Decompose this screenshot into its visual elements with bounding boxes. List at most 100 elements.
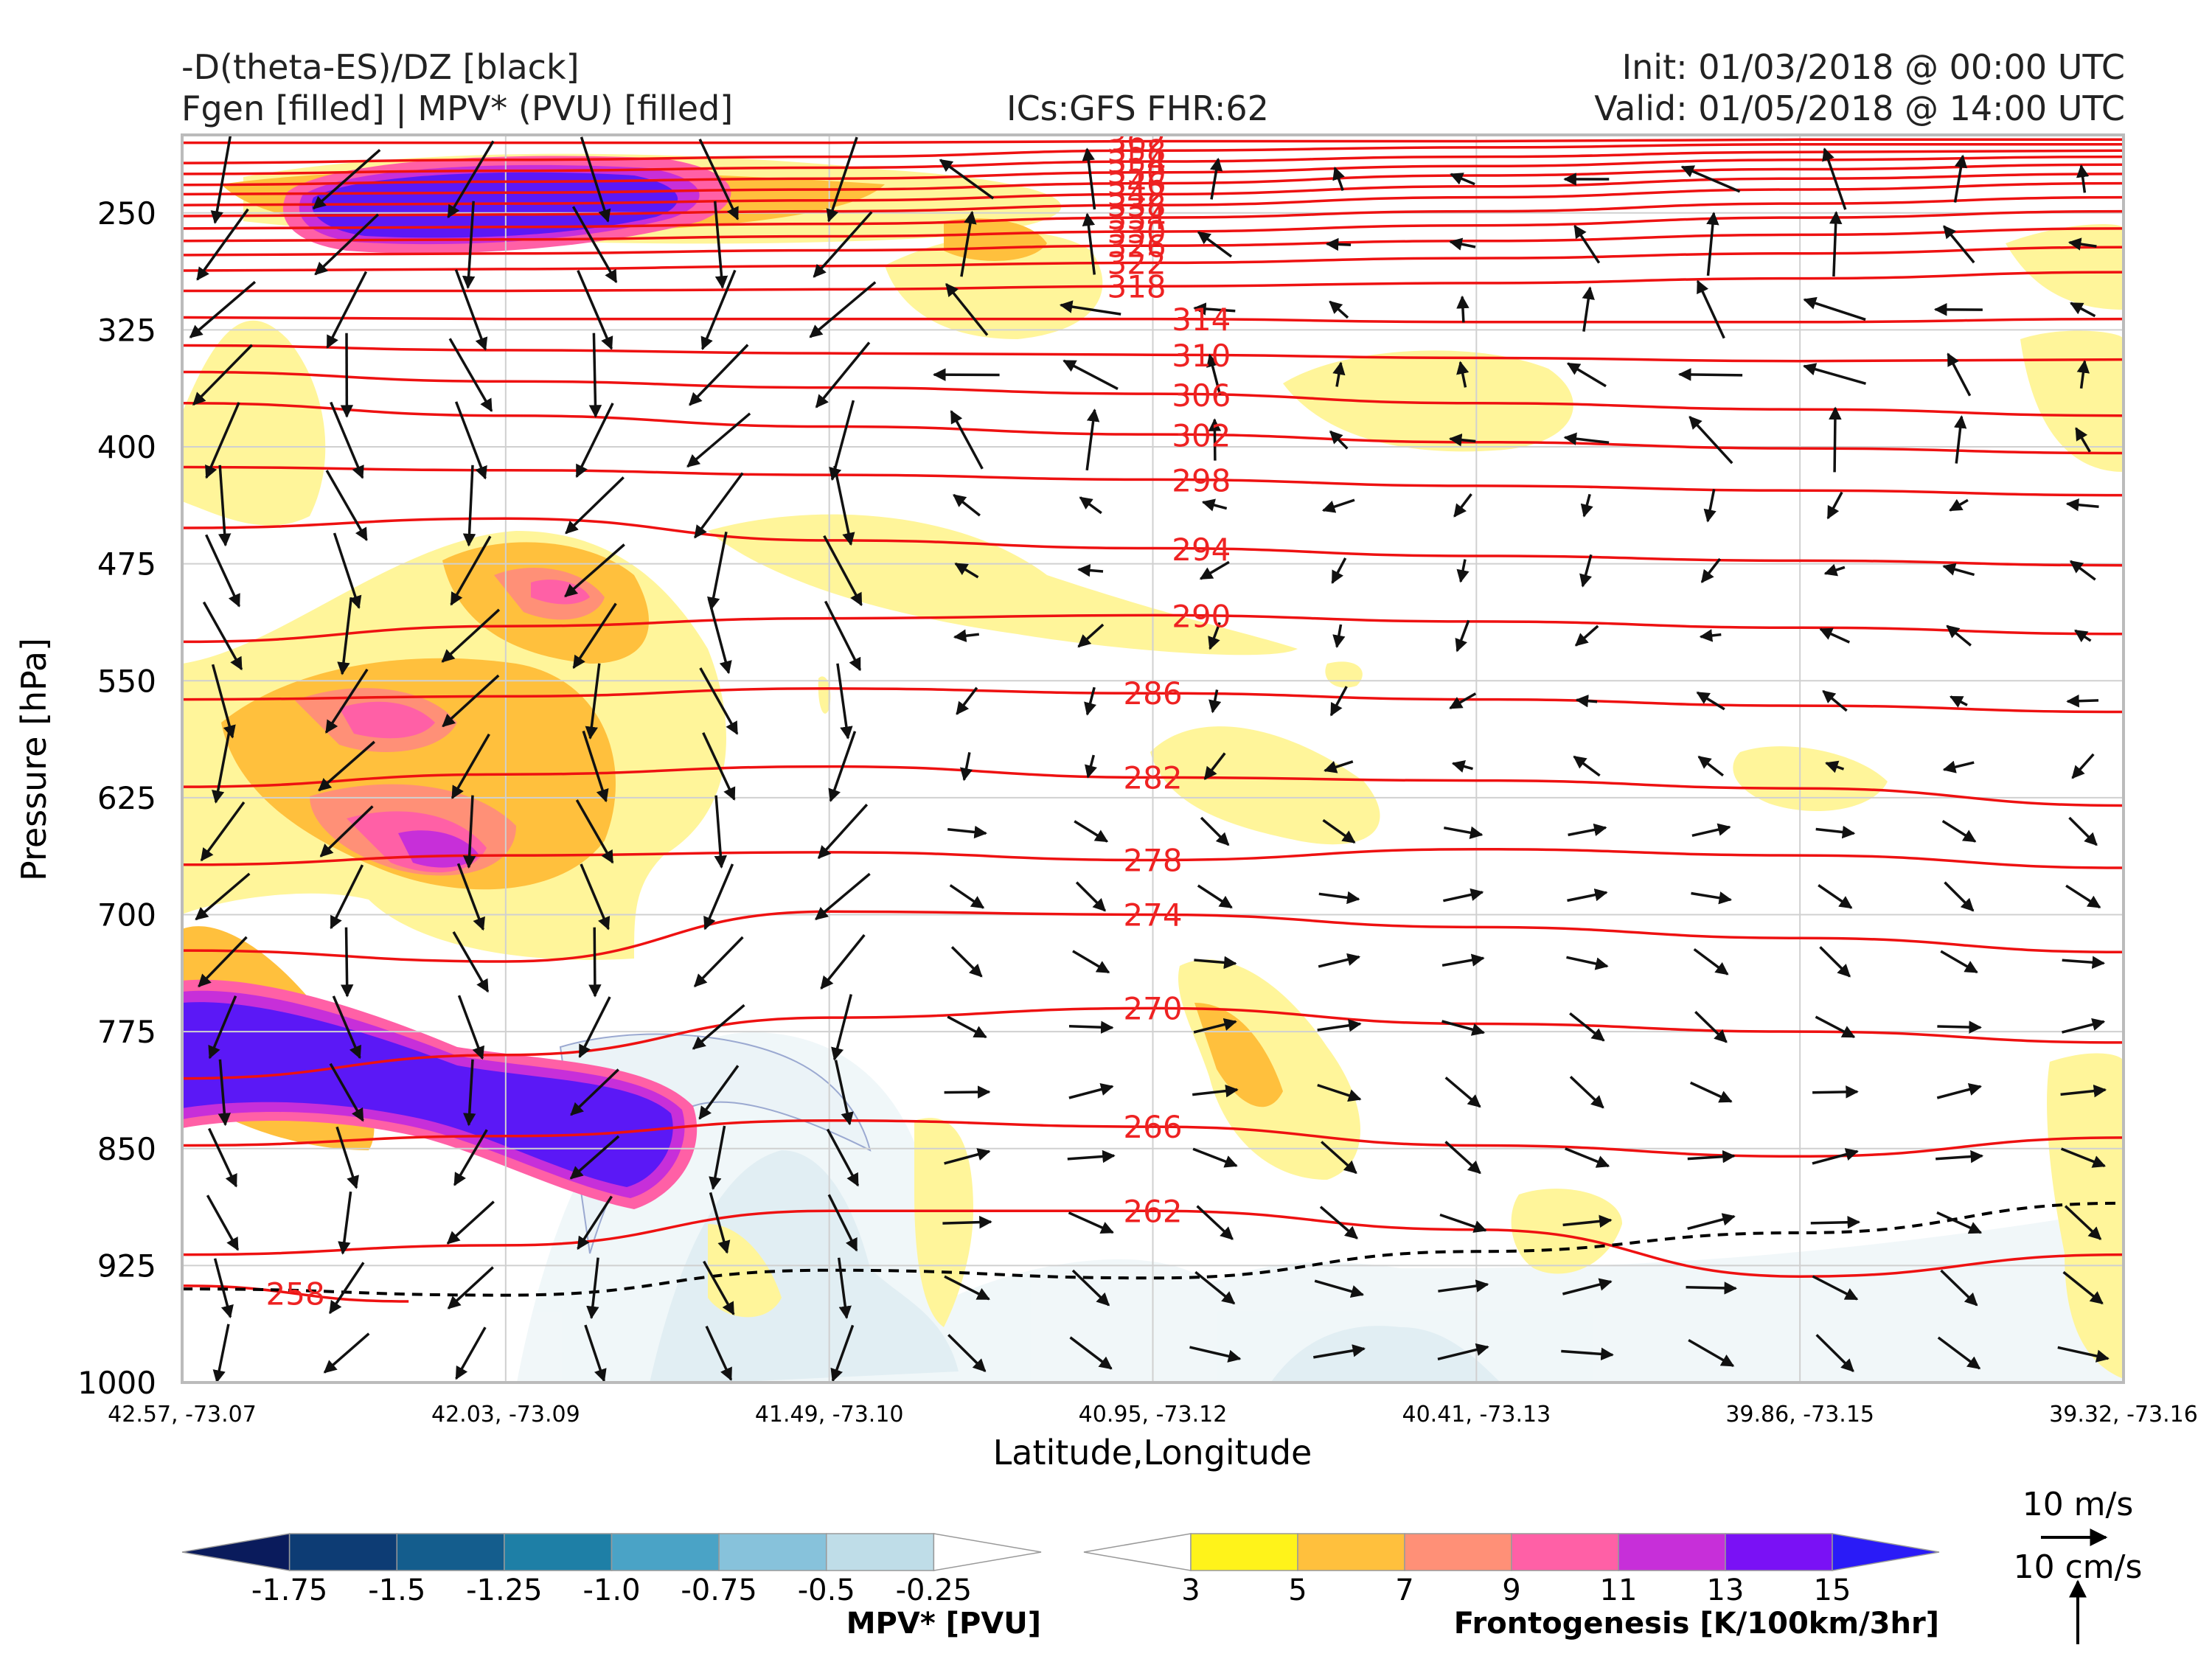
theta-contour: [182, 142, 2124, 164]
wind-vector: [1803, 296, 1866, 321]
zero-stability-line: [182, 1201, 2124, 1297]
wind-vector: [1688, 416, 1733, 465]
wind-vector: [196, 208, 249, 281]
colorbar-swatch: [1618, 1533, 1726, 1571]
wind-vector: [947, 1334, 987, 1372]
theta-contour-label: 358: [1107, 133, 1166, 170]
wind-vector: [1199, 560, 1230, 580]
wind-vector: [2062, 1270, 2104, 1305]
vector-legend: 10 m/s 10 cm/s: [2014, 1486, 2142, 1644]
theta-contour: [182, 402, 2124, 455]
wind-vector: [1822, 689, 1848, 712]
wind-vector: [689, 344, 749, 406]
wind-vector: [1208, 622, 1221, 650]
wind-vector: [1071, 1269, 1110, 1307]
wind-vector: [1812, 1085, 1859, 1099]
wind-vector: [693, 936, 744, 987]
wind-vector: [570, 1068, 619, 1116]
theta-contour: [182, 138, 2124, 145]
x-tick-label: 39.86, -73.15: [1725, 1402, 1874, 1427]
y-tick-label: 775: [97, 1014, 156, 1050]
theta-contour-label: 302: [1172, 418, 1231, 454]
wind-vector: [1077, 563, 1104, 577]
wind-vector: [1208, 418, 1222, 461]
wind-vector: [1829, 211, 1843, 277]
wind-vector: [441, 608, 501, 663]
y-tick-label: 1000: [77, 1365, 156, 1401]
wind-vector: [2064, 1205, 2102, 1240]
wind-vector: [1321, 498, 1355, 513]
wind-vector: [1450, 173, 1475, 186]
colorbar-swatch: [181, 1533, 291, 1571]
wind-vector: [703, 1260, 735, 1315]
colorbar-swatch: [504, 1533, 613, 1571]
wind-vector: [1193, 1018, 1237, 1034]
wind-vector: [1574, 625, 1599, 647]
wind-vector: [1691, 823, 1731, 838]
wind-vector: [312, 148, 381, 210]
wind-vector: [1192, 1084, 1239, 1098]
wind-vector: [588, 333, 602, 418]
wind-vector: [1200, 816, 1230, 846]
wind-vector: [1936, 1211, 1983, 1234]
colorbar-tick-label: 5: [1288, 1573, 1307, 1607]
theta-contour: [182, 227, 2124, 257]
x-tick-label: 41.49, -73.10: [755, 1402, 904, 1427]
wind-vector: [817, 804, 869, 859]
wind-vector: [1566, 362, 1607, 388]
mpv-colorbar: -1.75 -1.5 -1.25 -1.0 -0.75 -0.5 -0.25: [181, 1533, 1042, 1607]
wind-vector: [939, 159, 995, 200]
wind-vector: [705, 1325, 733, 1381]
wind-vector: [1563, 432, 1610, 445]
wind-vector: [837, 1257, 852, 1320]
theta-contour: [182, 155, 2124, 187]
theta-es-contours: [182, 138, 2124, 1303]
wind-vector: [707, 598, 732, 675]
wind-vector: [836, 663, 853, 740]
colorbar-swatch: [1083, 1533, 1192, 1571]
wind-vector: [827, 1194, 858, 1252]
wind-vector: [318, 740, 375, 792]
wind-vector: [564, 543, 625, 598]
wind-vector: [2065, 884, 2101, 909]
wind-vector: [453, 1129, 488, 1186]
colorbar-swatch: [826, 1533, 935, 1571]
theta-contour-label: 334: [1107, 201, 1166, 237]
wind-vector: [325, 470, 368, 541]
title-line-1: -D(theta-ES)/DZ [black]: [181, 47, 580, 87]
wind-vector: [1803, 363, 1866, 385]
wind-vector: [686, 412, 751, 468]
wind-vector: [1438, 1279, 1489, 1293]
wind-vector: [333, 532, 362, 609]
colorbar-tick-label: 9: [1502, 1573, 1520, 1607]
wind-vector: [462, 795, 476, 869]
theta-contour: [182, 195, 2124, 230]
wind-vector: [1946, 625, 1972, 647]
y-tick-label: 475: [97, 546, 156, 582]
wind-vector: [2076, 360, 2090, 389]
fgen-colorbar: 3 5 7 9 11 13 15: [1083, 1533, 1940, 1607]
colorbar-swatch: [1404, 1533, 1512, 1571]
wind-vector: [1815, 1015, 1856, 1038]
colorbar-tick-label: 13: [1707, 1573, 1745, 1607]
wind-vector: [1077, 623, 1105, 648]
wind-vector: [330, 864, 364, 930]
theta-contour: [182, 765, 2124, 807]
wind-vector: [575, 403, 614, 479]
wind-vector: [326, 271, 368, 349]
contour-labels: 3623583543503463423383343303263223183143…: [266, 133, 1231, 1312]
wind-vector: [1321, 1141, 1357, 1175]
wind-vector: [1691, 891, 1733, 905]
wind-vector: [462, 201, 476, 289]
theta-contour-label: 354: [1107, 144, 1166, 180]
colorbar-tick-label: 15: [1814, 1573, 1851, 1607]
wind-vector: [2068, 816, 2098, 846]
wind-vector: [713, 201, 728, 289]
wind-vector: [319, 805, 374, 858]
wind-vector: [575, 799, 614, 864]
theta-contour: [182, 316, 2124, 324]
wind-vector: [323, 1332, 370, 1374]
wind-vector: [1069, 1336, 1113, 1370]
wind-vector: [944, 1148, 991, 1165]
wind-vector: [1332, 624, 1346, 649]
